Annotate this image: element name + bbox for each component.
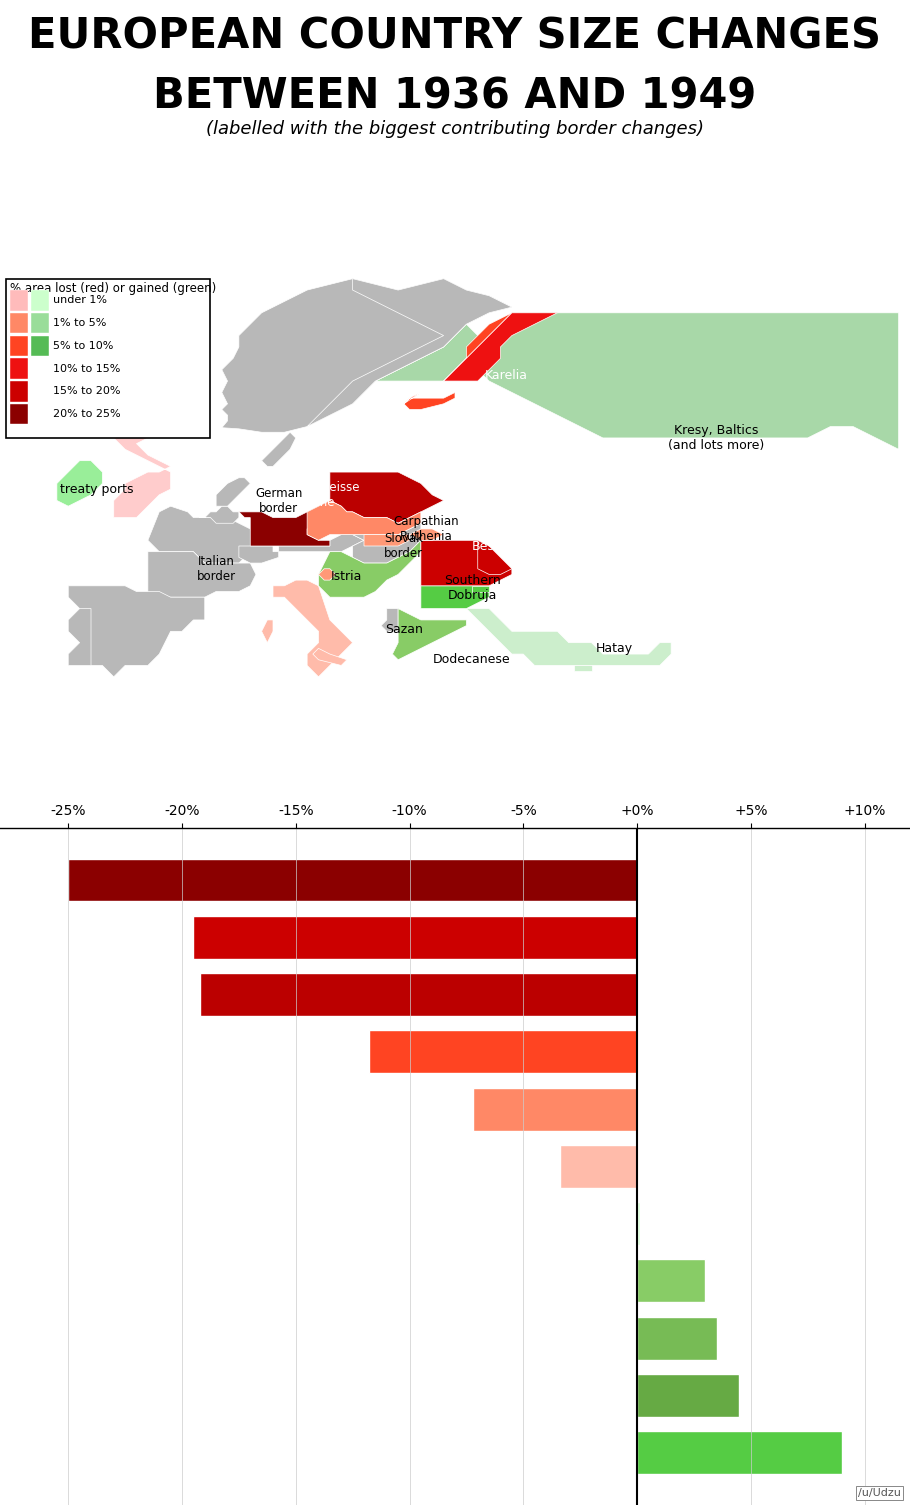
Text: Southern
Dobruja: Southern Dobruja: [444, 573, 501, 602]
Text: EUROPEAN COUNTRY SIZE CHANGES: EUROPEAN COUNTRY SIZE CHANGES: [28, 15, 882, 57]
Bar: [10, 290, 28, 310]
Polygon shape: [472, 585, 490, 591]
Text: 15% to 20%: 15% to 20%: [54, 387, 121, 396]
Text: Carpathian
Ruthenia: Carpathian Ruthenia: [394, 515, 460, 543]
Polygon shape: [392, 608, 466, 659]
Polygon shape: [199, 506, 238, 524]
Text: 5% to 10%: 5% to 10%: [54, 340, 114, 351]
Bar: [369, 1031, 637, 1073]
Polygon shape: [318, 569, 336, 579]
Text: Kresy, Baltics
(and lots more): Kresy, Baltics (and lots more): [669, 424, 764, 452]
Polygon shape: [308, 501, 420, 540]
Polygon shape: [238, 546, 278, 563]
Bar: [10, 336, 28, 357]
Polygon shape: [278, 534, 364, 552]
Polygon shape: [410, 528, 444, 540]
Text: under 1%: under 1%: [54, 295, 107, 306]
Polygon shape: [574, 665, 592, 671]
Bar: [637, 1431, 842, 1475]
Bar: [200, 974, 637, 1016]
Text: Kresy: Kresy: [438, 483, 472, 495]
Text: 1% to 5%: 1% to 5%: [54, 318, 106, 328]
Bar: [637, 1374, 740, 1416]
Text: Italian
border: Italian border: [197, 555, 236, 582]
Text: Slovak
border: Slovak border: [384, 531, 423, 560]
Bar: [10, 313, 28, 333]
FancyBboxPatch shape: [5, 278, 210, 438]
Text: (labelled with the biggest contributing border changes): (labelled with the biggest contributing …: [206, 120, 704, 138]
Polygon shape: [56, 461, 102, 506]
Polygon shape: [313, 649, 347, 665]
Text: Oder-Neisse
line: Oder-Neisse line: [288, 480, 360, 509]
Polygon shape: [466, 608, 672, 665]
Polygon shape: [420, 540, 511, 585]
Bar: [473, 1088, 637, 1130]
Polygon shape: [262, 620, 273, 643]
Bar: [560, 1145, 637, 1187]
Bar: [637, 1317, 717, 1359]
Text: Hatay: Hatay: [596, 641, 632, 655]
Text: Karelia: Karelia: [485, 369, 528, 382]
Text: German
border: German border: [255, 486, 302, 515]
Polygon shape: [68, 608, 91, 665]
Polygon shape: [318, 540, 420, 597]
Polygon shape: [262, 432, 296, 467]
Polygon shape: [147, 506, 262, 563]
Text: /u/Udzu: /u/Udzu: [858, 1488, 901, 1499]
Bar: [637, 1202, 641, 1245]
Polygon shape: [444, 313, 557, 381]
Text: Bessarabia: Bessarabia: [471, 539, 541, 552]
Polygon shape: [364, 534, 410, 546]
Polygon shape: [217, 477, 250, 506]
Polygon shape: [222, 278, 511, 432]
Polygon shape: [478, 540, 511, 575]
Polygon shape: [102, 415, 171, 518]
Bar: [31, 313, 49, 333]
Polygon shape: [329, 473, 444, 524]
Polygon shape: [308, 278, 511, 426]
Bar: [10, 403, 28, 424]
Text: treaty ports: treaty ports: [60, 483, 134, 495]
Text: % area lost (red) or gained (green): % area lost (red) or gained (green): [10, 281, 217, 295]
Polygon shape: [381, 608, 399, 631]
Text: BETWEEN 1936 AND 1949: BETWEEN 1936 AND 1949: [154, 75, 756, 117]
Polygon shape: [353, 524, 420, 563]
Polygon shape: [68, 585, 205, 677]
Text: Sazan: Sazan: [385, 623, 423, 635]
Text: Istria: Istria: [331, 570, 362, 584]
Text: 10% to 15%: 10% to 15%: [54, 364, 121, 373]
Polygon shape: [147, 552, 256, 597]
Bar: [194, 917, 637, 959]
Polygon shape: [273, 579, 353, 677]
Polygon shape: [375, 313, 899, 473]
Text: 20% to 25%: 20% to 25%: [54, 409, 121, 418]
Bar: [68, 858, 637, 901]
Text: Dodecanese: Dodecanese: [433, 653, 511, 667]
Bar: [31, 290, 49, 310]
Bar: [31, 336, 49, 357]
Polygon shape: [420, 585, 490, 608]
Bar: [10, 381, 28, 402]
Polygon shape: [404, 313, 511, 409]
Polygon shape: [238, 501, 341, 546]
Bar: [10, 358, 28, 379]
Bar: [637, 1260, 705, 1302]
